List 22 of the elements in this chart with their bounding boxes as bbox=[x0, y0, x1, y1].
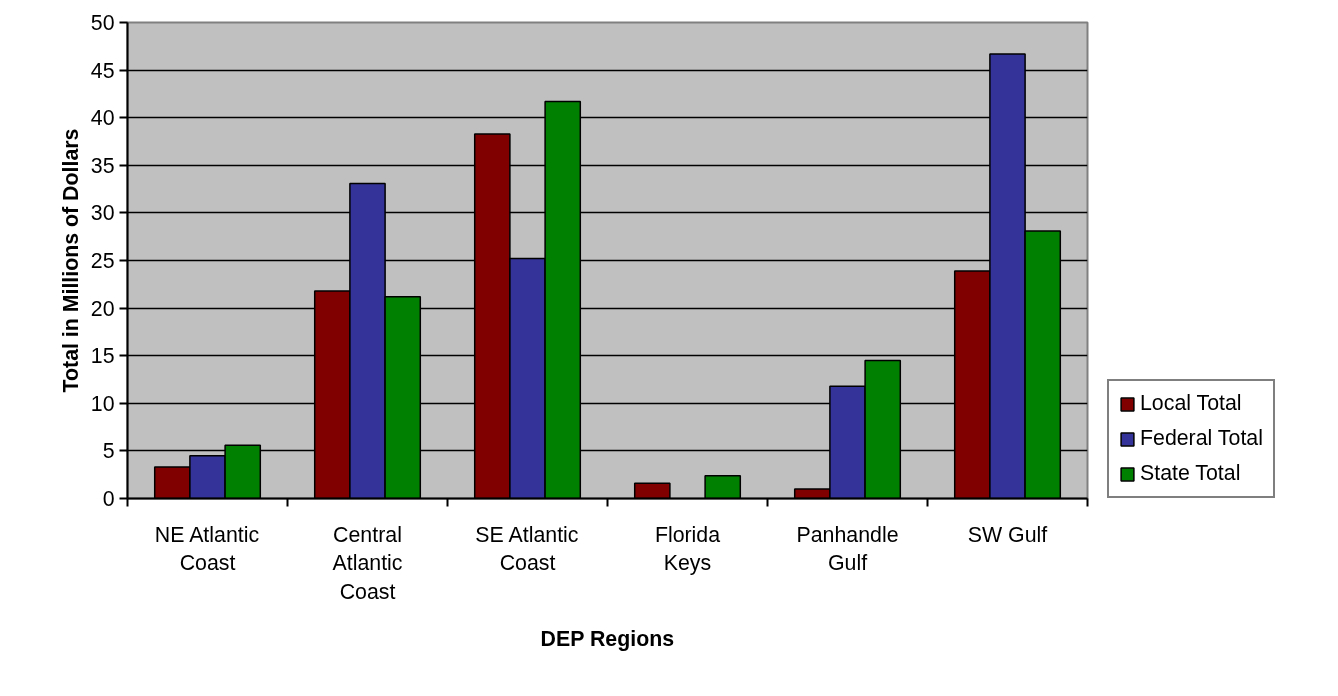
x-tick-label: Florida Keys bbox=[654, 522, 721, 576]
y-tick-label: 50 bbox=[90, 11, 115, 35]
y-tick-label: 30 bbox=[90, 201, 115, 226]
y-tick-label: 5 bbox=[102, 439, 115, 464]
x-tick-label: SE Atlantic Coast bbox=[475, 522, 579, 576]
y-axis-title: Total in Millions of Dollars bbox=[58, 128, 83, 393]
legend-label: Local Total bbox=[1140, 391, 1242, 416]
y-tick-label: 20 bbox=[90, 296, 115, 321]
y-tick-label: 15 bbox=[90, 344, 115, 369]
legend-label: Federal Total bbox=[1140, 426, 1263, 451]
x-tick-label: NE Atlantic Coast bbox=[154, 522, 260, 576]
y-tick-label: 25 bbox=[90, 249, 115, 273]
y-tick-label: 0 bbox=[102, 487, 115, 511]
y-tick-label: 35 bbox=[90, 153, 115, 178]
y-tick-label: 40 bbox=[90, 106, 115, 131]
x-axis-title: DEP Regions bbox=[540, 627, 675, 652]
legend-label: State Total bbox=[1140, 461, 1241, 486]
y-tick-label: 45 bbox=[90, 58, 115, 83]
x-tick-label: Central Atlantic Coast bbox=[332, 522, 403, 605]
x-tick-label: Panhandle Gulf bbox=[796, 522, 899, 576]
x-tick-label: SW Gulf bbox=[967, 522, 1048, 547]
y-tick-label: 10 bbox=[90, 391, 115, 416]
